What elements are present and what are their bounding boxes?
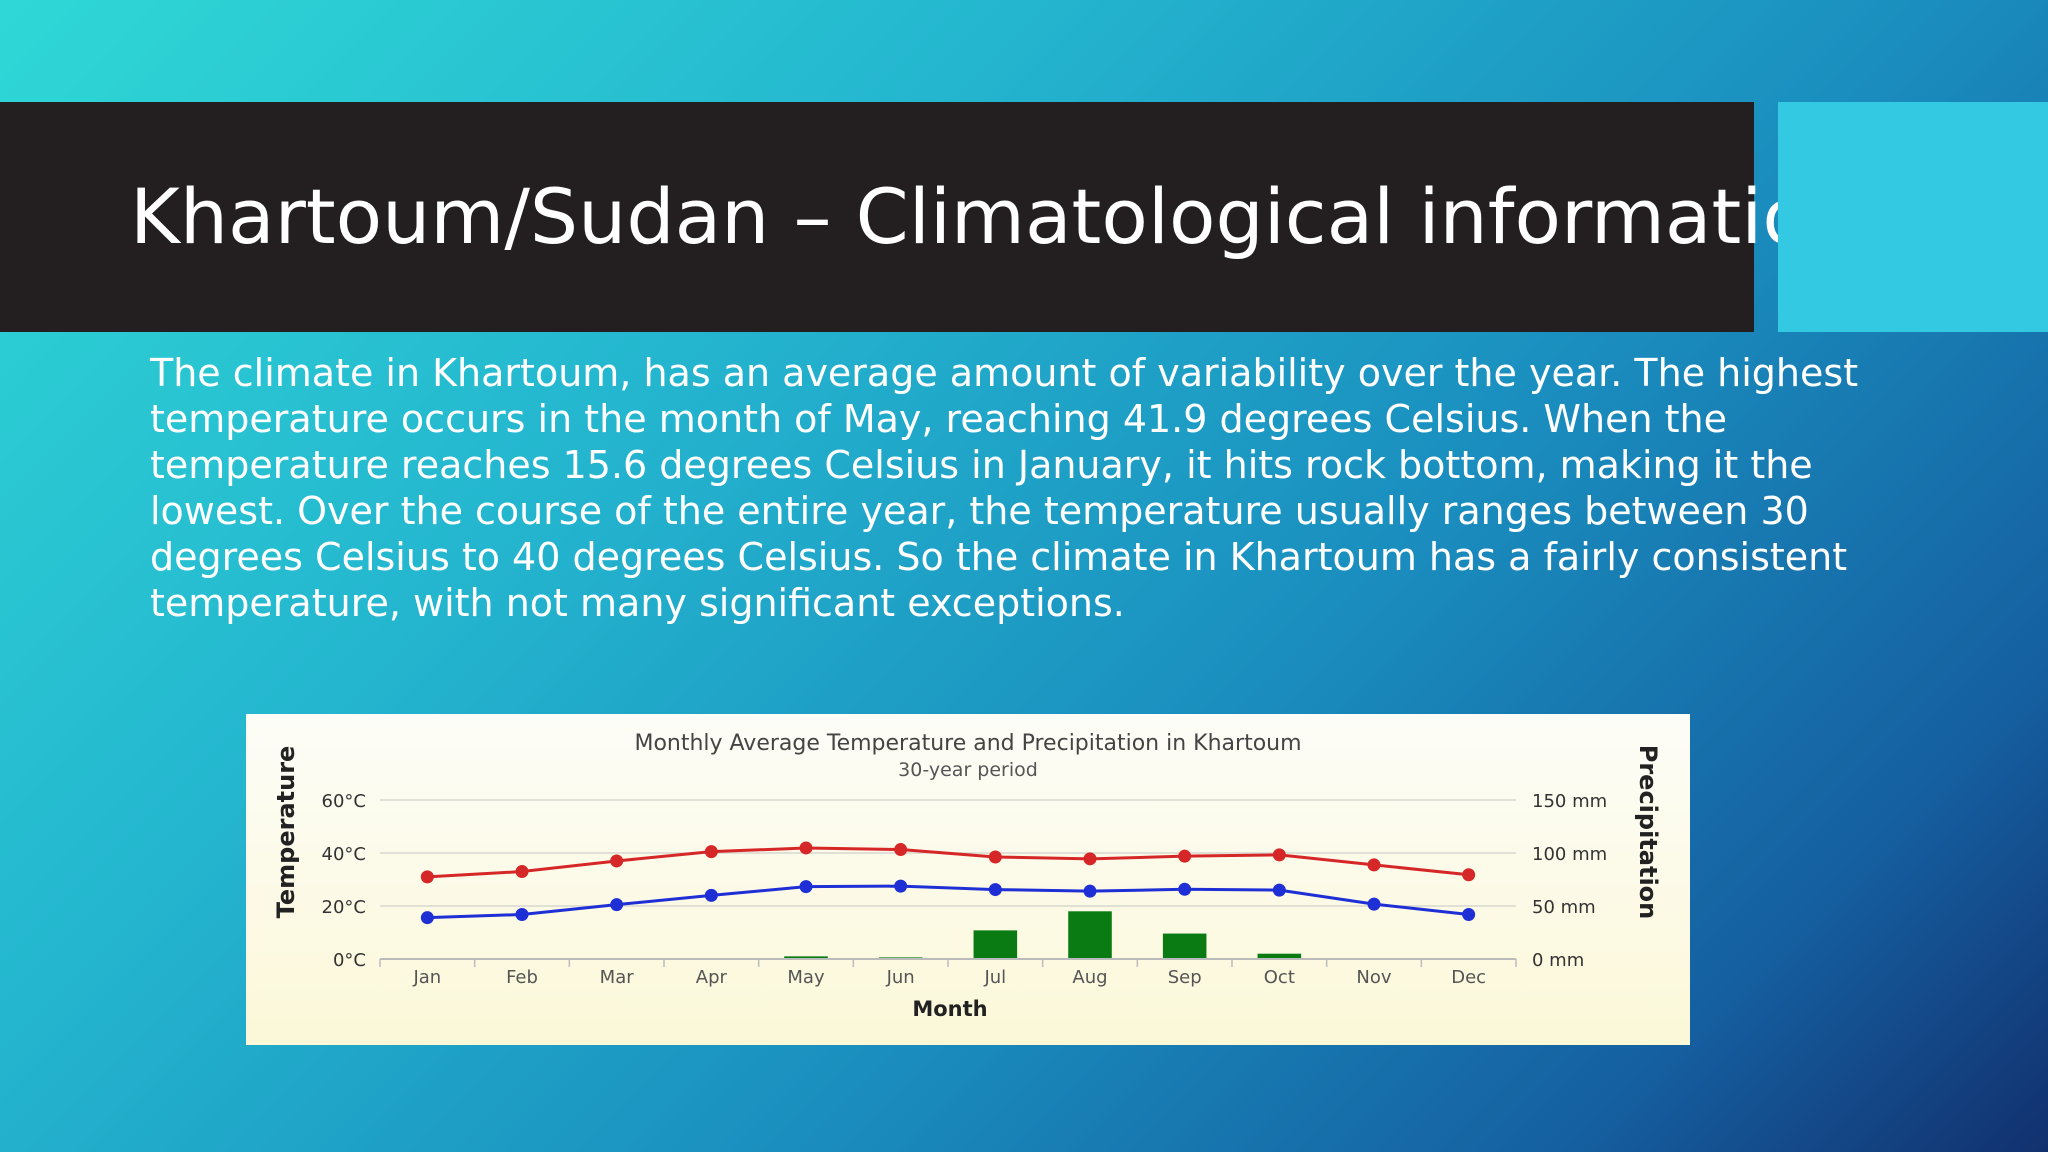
precip-bar [1068, 911, 1112, 959]
x-tick-label: Jan [412, 967, 441, 988]
series-point [894, 843, 908, 857]
series-point [1083, 884, 1097, 898]
y-tick-label: 0°C [333, 950, 366, 971]
y2-tick-label: 100 mm [1532, 844, 1607, 865]
x-tick-label: Jul [983, 967, 1006, 988]
accent-box [1778, 102, 2048, 332]
y2-axis-label: Precipitation [1634, 745, 1662, 920]
y2-tick-label: 50 mm [1532, 897, 1596, 918]
title-bar: Khartoum/Sudan – Climatological informat… [0, 102, 1857, 332]
precip-bar [1257, 953, 1302, 959]
precip-bar [1162, 933, 1207, 959]
series-point [1272, 848, 1286, 862]
series-point [1272, 883, 1286, 897]
y2-tick-label: 0 mm [1532, 950, 1584, 971]
series-point [988, 883, 1002, 897]
series-point [1178, 849, 1192, 863]
series-point [420, 911, 434, 925]
x-tick-label: Apr [696, 967, 728, 988]
series-point [799, 841, 813, 855]
slide-body-text: The climate in Khartoum, has an average … [150, 351, 1859, 625]
precip-bar [784, 956, 828, 959]
series-point [610, 854, 624, 868]
series-point [799, 880, 813, 894]
series-point [515, 907, 529, 921]
precip-bar [973, 930, 1018, 959]
x-tick-label: Sep [1168, 967, 1202, 988]
x-tick-label: Jun [886, 967, 915, 988]
series-point [988, 850, 1002, 864]
series-line [427, 884, 1469, 920]
series-line [427, 846, 1469, 879]
chart-subtitle: 30-year period [898, 759, 1038, 781]
x-axis-label: Month [912, 997, 987, 1021]
chart-title: Monthly Average Temperature and Precipit… [634, 731, 1301, 756]
series-point [704, 845, 718, 859]
x-tick-label: May [787, 967, 825, 988]
series-point [515, 865, 529, 879]
series-point [420, 870, 434, 884]
x-tick-label: Nov [1356, 967, 1391, 988]
climate-chart: Monthly Average Temperature and Precipit… [272, 731, 1662, 1021]
series-point [1083, 852, 1097, 866]
series-point [1367, 858, 1381, 872]
chart-panel: Monthly Average Temperature and Precipit… [246, 714, 1690, 1045]
y-axis-label: Temperature [272, 746, 300, 919]
series-point [1462, 907, 1476, 921]
x-tick-label: Oct [1264, 967, 1295, 988]
y-tick-label: 40°C [322, 844, 366, 865]
series-point [1462, 868, 1476, 882]
series-point [894, 879, 908, 893]
x-tick-label: Feb [506, 967, 538, 988]
series-point [704, 888, 718, 902]
x-tick-label: Mar [600, 967, 635, 988]
y-tick-label: 20°C [322, 897, 366, 918]
y2-tick-label: 150 mm [1532, 791, 1607, 812]
series-point [610, 898, 624, 912]
series-point [1367, 897, 1381, 911]
x-tick-label: Aug [1072, 967, 1107, 988]
series-point [1178, 882, 1192, 896]
x-tick-label: Dec [1451, 967, 1486, 988]
slide-title: Khartoum/Sudan – Climatological informat… [130, 172, 1858, 261]
y-tick-label: 60°C [322, 791, 366, 812]
